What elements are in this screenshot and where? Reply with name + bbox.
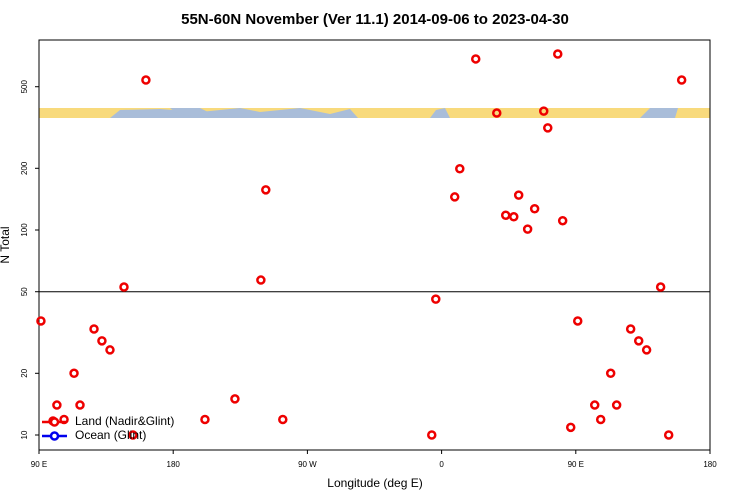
point xyxy=(553,49,563,59)
point xyxy=(513,190,524,200)
y-tick-label: 500 xyxy=(20,79,29,93)
legend-label: Ocean (Glint) xyxy=(75,428,146,442)
point xyxy=(572,316,583,326)
x-tick-label: 90 E xyxy=(568,460,584,469)
point xyxy=(256,275,266,285)
x-axis-label: Longitude (deg E) xyxy=(327,476,422,490)
map-strip xyxy=(39,108,710,118)
point xyxy=(522,224,533,234)
point xyxy=(605,368,616,379)
point xyxy=(543,123,553,133)
point xyxy=(431,294,441,304)
point xyxy=(69,368,79,379)
point xyxy=(36,316,46,326)
point xyxy=(500,210,511,221)
point xyxy=(455,163,465,174)
point xyxy=(565,422,576,433)
y-tick-label: 100 xyxy=(20,223,29,237)
point xyxy=(655,282,666,292)
legend-marker xyxy=(49,431,60,441)
point xyxy=(75,400,85,410)
x-tick-label: 180 xyxy=(167,460,181,469)
point xyxy=(663,430,674,440)
x-tick-label: 0 xyxy=(439,460,444,469)
point xyxy=(641,345,652,355)
point xyxy=(538,106,549,116)
point xyxy=(128,430,138,440)
point xyxy=(595,414,606,425)
point xyxy=(492,108,502,118)
x-tick-label: 180 xyxy=(703,460,717,469)
point xyxy=(278,414,288,425)
y-tick-label: 10 xyxy=(20,430,29,439)
x-tick-label: 90 E xyxy=(31,460,47,469)
point xyxy=(676,75,687,85)
point xyxy=(230,394,240,404)
legend-marker xyxy=(49,417,60,427)
y-tick-label: 50 xyxy=(20,287,29,296)
point xyxy=(470,54,481,64)
point xyxy=(529,203,540,214)
y-tick-label: 20 xyxy=(20,368,29,377)
point xyxy=(589,400,600,410)
point xyxy=(557,215,568,226)
point xyxy=(427,430,437,440)
point xyxy=(611,400,622,410)
point xyxy=(141,75,151,85)
point xyxy=(633,336,644,346)
y-tick-label: 200 xyxy=(20,161,29,175)
point xyxy=(97,336,107,346)
point xyxy=(509,212,519,222)
x-tick-label: 90 W xyxy=(298,460,317,469)
plot-frame xyxy=(38,39,711,451)
point xyxy=(261,185,271,195)
point xyxy=(89,324,99,334)
point xyxy=(105,345,115,355)
point xyxy=(449,192,460,202)
point xyxy=(200,414,210,425)
point xyxy=(52,400,62,410)
y-axis-label: N Total xyxy=(0,226,12,263)
point xyxy=(625,324,636,334)
legend-label: Land (Nadir&Glint) xyxy=(75,414,174,428)
point xyxy=(119,282,129,292)
chart-title: 55N-60N November (Ver 11.1) 2014-09-06 t… xyxy=(181,11,569,28)
